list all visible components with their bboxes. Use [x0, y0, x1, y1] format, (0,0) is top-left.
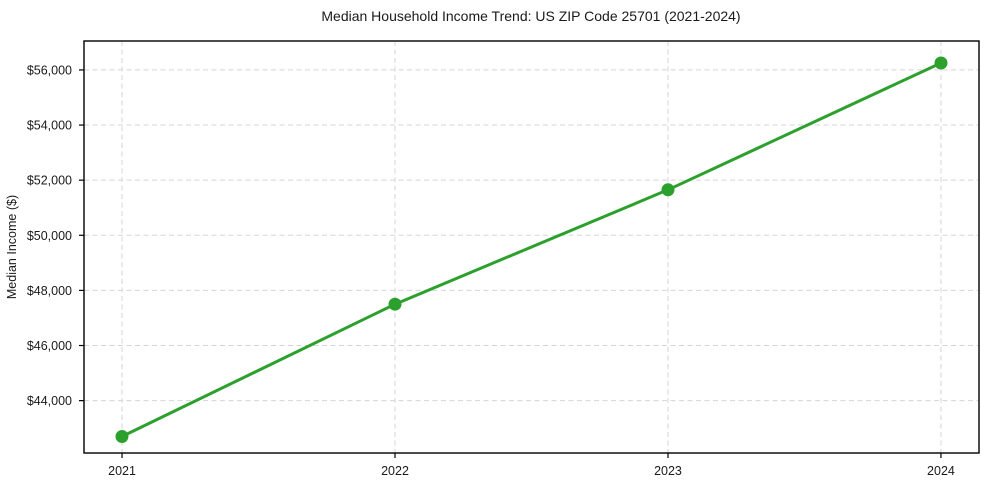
y-tick-label: $50,000 — [27, 229, 72, 243]
data-point-marker-2021 — [115, 430, 129, 443]
x-tick-label: 2022 — [381, 464, 409, 478]
axis-layer: $44,000 $46,000 $48,000 $50,000 $52,000 $54,0… — [27, 40, 980, 478]
plot-border — [83, 40, 980, 454]
x-tick-label: 2024 — [927, 464, 955, 478]
y-tick-label: $54,000 — [27, 119, 72, 133]
grid-layer — [84, 41, 979, 453]
y-tick-label: $44,000 — [27, 394, 72, 408]
y-axis-title: Median Income ($) — [5, 195, 19, 299]
x-tick-label: 2023 — [654, 464, 682, 478]
income-trend-line — [120, 61, 943, 438]
chart-title: Median Household Income Trend: US ZIP Co… — [321, 8, 740, 24]
y-tick-label: $46,000 — [27, 339, 72, 353]
x-tick-label: 2021 — [108, 464, 136, 478]
y-tick-label: $52,000 — [27, 174, 72, 188]
y-tick-label: $56,000 — [27, 63, 72, 77]
data-point-marker-2023 — [661, 183, 675, 197]
series-layer — [115, 56, 948, 443]
data-point-marker-2022 — [388, 297, 402, 311]
y-tick-label: $48,000 — [27, 284, 72, 298]
data-point-marker-2024 — [934, 56, 948, 70]
